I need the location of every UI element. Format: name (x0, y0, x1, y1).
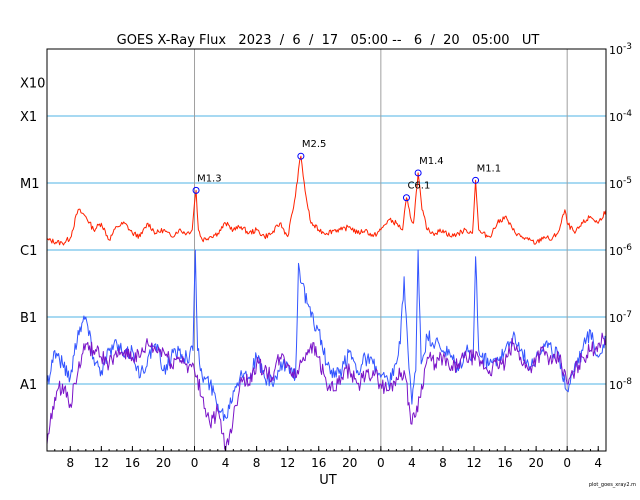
credit-text: plot_goes_xray2.m (589, 482, 636, 488)
flare-label: M1.1 (477, 163, 502, 174)
flare-marker (472, 176, 480, 184)
y-right-label: 10-8 (609, 377, 632, 392)
x-tick-label: 0 (191, 456, 199, 470)
series-line-2 (46, 332, 607, 452)
x-tick-label: 20 (528, 456, 543, 470)
x-tick-label: 4 (408, 456, 416, 470)
x-tick-label: 20 (156, 456, 171, 470)
x-tick-label: 4 (594, 456, 602, 470)
plot-area: M1.3 M2.5 C6.1 M1.4 M1.1 X10 X1 M1 C1 B1 A1 10-3 10-… (20, 42, 632, 470)
y-class-label: X10 (20, 77, 45, 92)
y-class-label: A1 (20, 378, 37, 393)
y-right-label: 10-5 (609, 176, 632, 191)
flare-label: M2.5 (302, 139, 327, 150)
flare-label: M1.4 (419, 156, 444, 167)
x-tick-label: 16 (311, 456, 326, 470)
y-class-label: B1 (20, 311, 37, 326)
x-tick-label: 12 (280, 456, 295, 470)
x-tick-label: 0 (563, 456, 571, 470)
x-tick-label: 8 (439, 456, 447, 470)
series-line-1 (46, 249, 607, 422)
flare-marker (297, 152, 305, 160)
flare-marker (192, 186, 200, 194)
series-line-0 (46, 155, 607, 246)
flare-marker (414, 169, 422, 177)
y-right-label: 10-7 (609, 310, 632, 325)
x-tick-label: 20 (342, 456, 357, 470)
x-tick-label: 8 (253, 456, 261, 470)
y-right-label: 10-4 (609, 109, 632, 124)
y-right-label: 10-3 (609, 42, 632, 57)
x-axis-label: UT (319, 473, 337, 488)
flare-label: C6.1 (407, 181, 430, 192)
flare-marker (402, 194, 410, 202)
flare-label: M1.3 (197, 173, 222, 184)
x-tick-label: 16 (125, 456, 140, 470)
x-tick-label: 16 (497, 456, 512, 470)
y-class-label: X1 (20, 110, 37, 125)
y-class-label: C1 (20, 244, 37, 259)
y-class-label: M1 (20, 177, 40, 192)
x-tick-label: 4 (222, 456, 230, 470)
x-tick-label: 12 (466, 456, 481, 470)
chart-title: GOES X-Ray Flux 2023 / 6 / 17 05:00 -- 6… (117, 33, 540, 48)
x-tick-label: 12 (94, 456, 109, 470)
x-tick-label: 0 (377, 456, 385, 470)
x-tick-label: 8 (66, 456, 74, 470)
y-right-label: 10-6 (609, 243, 632, 258)
